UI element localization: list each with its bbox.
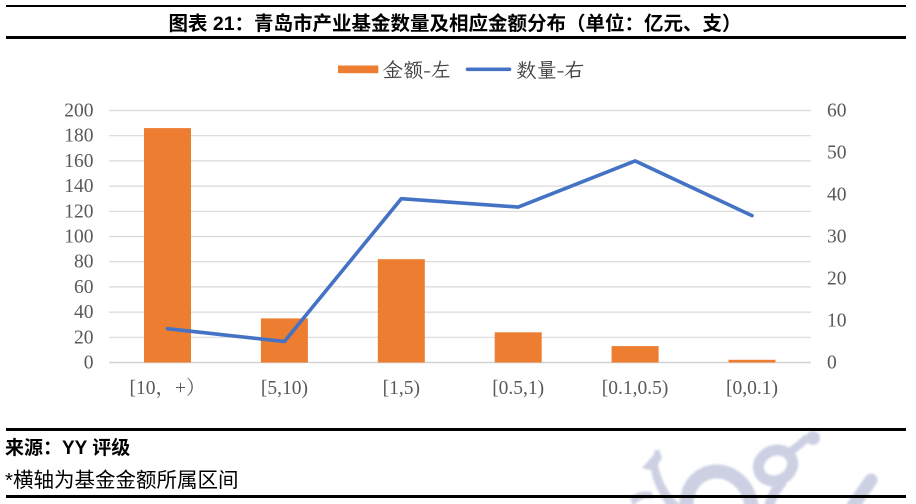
svg-text:180: 180	[64, 126, 93, 147]
svg-text:0: 0	[827, 353, 837, 374]
svg-text:[0,0.1): [0,0.1)	[726, 378, 778, 399]
svg-text:金额-左: 金额-左	[383, 56, 452, 83]
svg-text:140: 140	[64, 176, 93, 197]
svg-text:[10，+）: [10，+）	[130, 377, 206, 399]
svg-text:20: 20	[74, 327, 94, 348]
svg-text:[1,5): [1,5)	[383, 378, 420, 399]
svg-text:60: 60	[74, 277, 94, 298]
svg-text:200: 200	[64, 101, 93, 122]
svg-text:60: 60	[827, 101, 847, 122]
svg-text:40: 40	[74, 302, 94, 323]
svg-text:120: 120	[64, 201, 93, 222]
svg-text:20: 20	[827, 269, 847, 290]
svg-text:[0.1,0.5): [0.1,0.5)	[602, 378, 669, 399]
svg-text:0: 0	[84, 353, 94, 374]
svg-text:10: 10	[827, 311, 847, 332]
svg-text:[0.5,1): [0.5,1)	[492, 378, 544, 399]
svg-text:[5,10): [5,10)	[261, 378, 308, 399]
svg-text:40: 40	[827, 185, 847, 206]
svg-text:50: 50	[827, 143, 847, 164]
svg-text:80: 80	[74, 252, 94, 273]
svg-text:100: 100	[64, 227, 93, 248]
svg-text:30: 30	[827, 227, 847, 248]
svg-text:数量-右: 数量-右	[516, 56, 585, 83]
svg-text:160: 160	[64, 151, 93, 172]
